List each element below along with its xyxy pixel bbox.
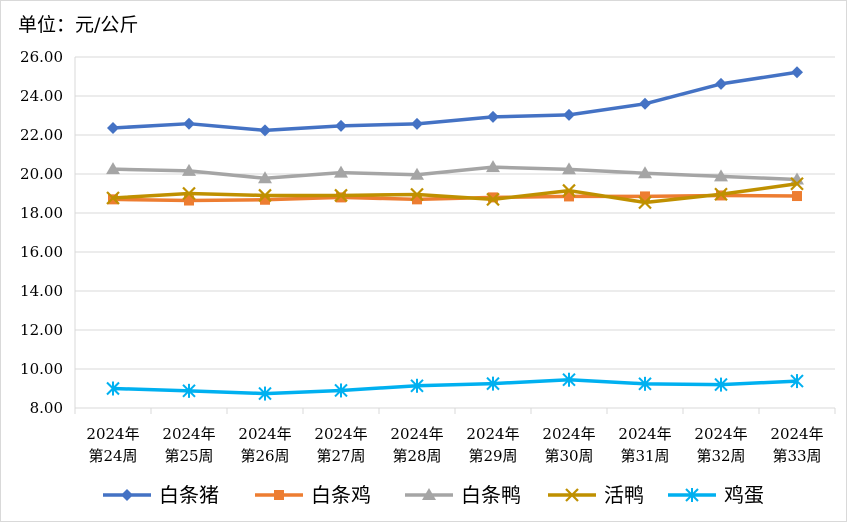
- data-point-marker: [410, 167, 424, 180]
- data-point-marker: [562, 372, 576, 387]
- data-point-marker: [486, 192, 500, 207]
- data-point-marker: [639, 97, 651, 110]
- data-point-marker: [335, 119, 347, 132]
- data-point-marker: [259, 124, 271, 137]
- data-point-marker: [334, 383, 348, 398]
- data-point-marker: [258, 188, 272, 203]
- data-point-marker: [107, 121, 119, 134]
- series-diamond: [107, 66, 803, 137]
- data-point-marker: [121, 489, 133, 501]
- data-point-marker: [562, 162, 576, 175]
- data-point-marker: [487, 110, 499, 123]
- series-x: [106, 176, 804, 210]
- data-point-marker: [638, 195, 652, 210]
- data-point-marker: [638, 376, 652, 391]
- data-point-marker: [486, 376, 500, 391]
- legend: 白条猪 白条鸡 白条鸭 活鸭 鸡蛋: [103, 483, 764, 507]
- data-point-marker: [334, 165, 348, 178]
- x-tick-label: 2024年第31周: [618, 425, 671, 465]
- series: [106, 66, 804, 401]
- x-tick-label: 2024年第32周: [694, 425, 747, 465]
- data-point-marker: [106, 191, 120, 205]
- data-point-marker: [274, 490, 284, 500]
- y-tick-label: 16.00: [20, 243, 63, 261]
- y-tick-labels: 8.00 10.00 12.00 14.00 16.00 18.00 20.00 22.00 2…: [20, 48, 63, 417]
- data-point-marker: [562, 183, 576, 198]
- y-tick-label: 8.00: [30, 399, 63, 417]
- data-point-marker: [792, 191, 802, 202]
- legend-item: 鸡蛋: [668, 483, 764, 507]
- unit-label: 单位：元/公斤: [18, 14, 139, 36]
- data-point-marker: [790, 374, 804, 389]
- data-point-marker: [488, 192, 498, 203]
- data-point-marker: [410, 378, 424, 393]
- y-tick-label: 18.00: [20, 204, 63, 222]
- x-tick-label: 2024年第33周: [770, 425, 823, 465]
- legend-item: 白条鸭: [405, 483, 521, 507]
- legend-item: 活鸭: [548, 483, 644, 507]
- data-point-marker: [182, 163, 196, 176]
- data-point-marker: [410, 187, 424, 202]
- y-tick-label: 10.00: [20, 360, 63, 378]
- series-line: [112, 165, 798, 182]
- data-point-marker: [685, 488, 699, 502]
- legend-item: 白条鸡: [255, 483, 371, 507]
- data-point-marker: [258, 386, 272, 401]
- data-point-marker: [258, 171, 272, 184]
- data-point-marker: [184, 195, 194, 206]
- legend-label: 白条鸭: [461, 483, 521, 507]
- data-point-marker: [790, 176, 804, 191]
- data-point-marker: [714, 187, 728, 202]
- data-point-marker: [563, 108, 575, 121]
- data-point-marker: [791, 66, 803, 79]
- y-tick-label: 22.00: [20, 126, 63, 144]
- data-point-marker: [182, 383, 196, 398]
- y-tick-label: 20.00: [20, 165, 63, 183]
- data-point-marker: [714, 169, 728, 182]
- x-tick-label: 2024年第30周: [542, 425, 595, 465]
- axes: [74, 57, 836, 414]
- y-tick-label: 26.00: [20, 48, 63, 66]
- series-line: [112, 70, 798, 133]
- series-line: [112, 182, 798, 205]
- gridlines: [75, 56, 835, 370]
- legend-label: 鸡蛋: [724, 483, 764, 507]
- y-tick-label: 12.00: [20, 321, 63, 339]
- legend-item: 白条猪: [103, 483, 219, 507]
- x-tick-label: 2024年第27周: [314, 425, 367, 465]
- data-point-marker: [486, 160, 500, 173]
- x-tick-label: 2024年第28周: [390, 425, 443, 465]
- legend-label: 活鸭: [604, 483, 644, 507]
- data-point-marker: [336, 192, 346, 203]
- series-triangle: [106, 160, 804, 185]
- legend-label: 白条鸡: [311, 483, 371, 507]
- series-line: [112, 377, 798, 396]
- series-star: [106, 372, 804, 401]
- data-point-marker: [412, 194, 422, 205]
- x-tick-label: 2024年第29周: [466, 425, 519, 465]
- data-point-marker: [422, 488, 436, 500]
- data-point-marker: [564, 191, 574, 202]
- data-point-marker: [565, 488, 579, 502]
- data-point-marker: [182, 186, 196, 201]
- x-tick-labels: 2024年第24周 2024年第25周 2024年第26周 2024年第27周 2024…: [86, 425, 823, 465]
- x-tick-label: 2024年第25周: [162, 425, 215, 465]
- legend-label: 白条猪: [159, 483, 219, 507]
- data-point-marker: [640, 191, 650, 202]
- y-tick-label: 14.00: [20, 282, 63, 300]
- data-point-marker: [411, 117, 423, 130]
- data-point-marker: [638, 166, 652, 179]
- data-point-marker: [106, 381, 120, 396]
- data-point-marker: [260, 194, 270, 205]
- data-point-marker: [714, 377, 728, 392]
- data-point-marker: [715, 77, 727, 90]
- x-tick-label: 2024年第24周: [86, 425, 139, 465]
- y-tick-label: 24.00: [20, 87, 63, 105]
- x-tick-label: 2024年第26周: [238, 425, 291, 465]
- data-point-marker: [106, 162, 120, 175]
- data-point-marker: [334, 188, 348, 203]
- data-point-marker: [183, 117, 195, 130]
